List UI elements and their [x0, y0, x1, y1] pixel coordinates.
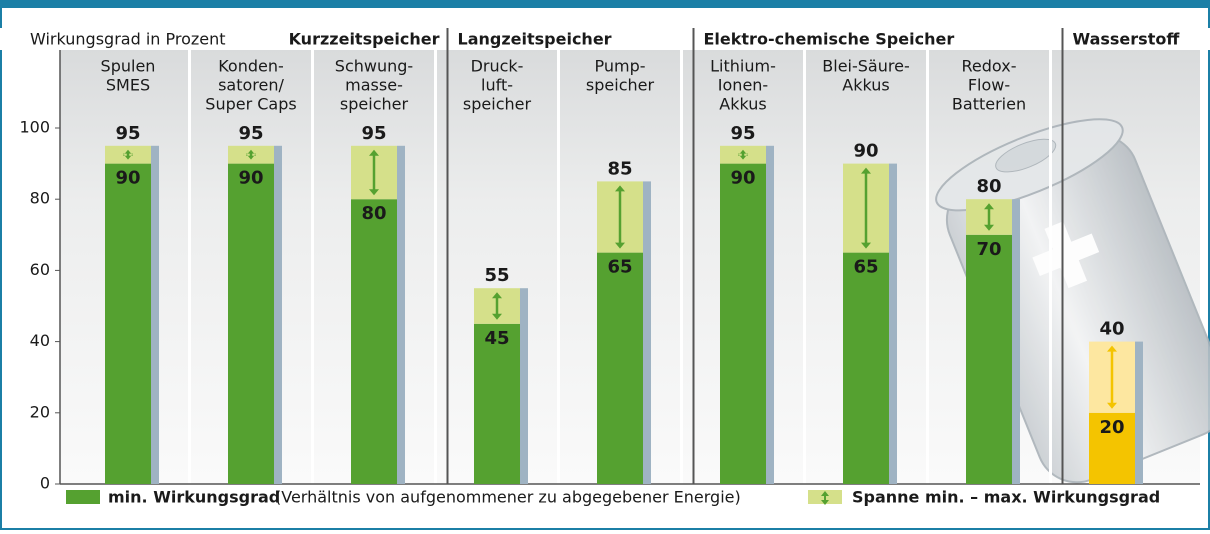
bar-shadow [151, 146, 159, 484]
max-label: 90 [853, 141, 878, 162]
x-tick-label: Pump- [594, 57, 645, 76]
group-label: Kurzzeitspeicher [289, 30, 440, 49]
min-label: 20 [1099, 417, 1124, 438]
x-tick-label: Ionen- [718, 76, 768, 95]
bar-shadow [1135, 342, 1143, 484]
x-tick-label: Redox- [962, 57, 1017, 76]
x-tick-label: Blei-Säure- [822, 57, 909, 76]
min-label: 90 [115, 168, 140, 189]
bar-min [228, 164, 274, 484]
title-bar [0, 0, 1210, 8]
bar-shadow [643, 181, 651, 484]
chart: Kurzzeitspeicher Langzeitspeicher Elektro-… [0, 0, 1210, 530]
bar-shadow [520, 288, 528, 484]
bar-shadow [889, 164, 897, 484]
max-label: 85 [607, 158, 632, 179]
legend-label: min. Wirkungsgrad [108, 488, 280, 507]
max-label: 95 [361, 123, 386, 144]
y-tick-label: 80 [30, 189, 50, 208]
y-tick-label: 60 [30, 260, 50, 279]
group-label: Wasserstoff [1073, 30, 1181, 49]
y-tick-label: 100 [19, 118, 50, 137]
max-label: 80 [976, 176, 1001, 197]
group-label: Elektro-chemische Speicher [704, 30, 955, 49]
legend-swatch [66, 490, 100, 504]
x-tick-label: Akkus [719, 95, 766, 114]
x-tick-label: Batterien [952, 95, 1026, 114]
y-tick-label: 0 [40, 474, 50, 493]
x-tick-label: luft- [481, 76, 513, 95]
min-label: 90 [238, 168, 263, 189]
x-tick-label: Spulen [101, 57, 156, 76]
x-tick-label: speicher [463, 95, 532, 114]
x-tick-label: masse- [345, 76, 403, 95]
x-tick-label: Konden- [218, 57, 284, 76]
max-label: 55 [484, 265, 509, 286]
min-label: 90 [730, 168, 755, 189]
bar-min [105, 164, 151, 484]
bar-shadow [766, 146, 774, 484]
min-label: 65 [853, 257, 878, 278]
bar-shadow [397, 146, 405, 484]
bar-min [843, 253, 889, 484]
legend-note: (Verhältnis von aufgenommener zu abgegeb… [275, 488, 741, 507]
min-label: 70 [976, 239, 1001, 260]
bar-min [720, 164, 766, 484]
max-label: 95 [238, 123, 263, 144]
max-label: 95 [730, 123, 755, 144]
x-tick-label: satoren/ [218, 76, 284, 95]
x-tick-label: SMES [106, 76, 150, 95]
bar-shadow [1012, 199, 1020, 484]
bar-shadow [274, 146, 282, 484]
bar-min [597, 253, 643, 484]
x-tick-label: Schwung- [335, 57, 413, 76]
y-tick-label: 20 [30, 402, 50, 421]
x-tick-label: Lithium- [710, 57, 776, 76]
x-tick-label: Akkus [842, 76, 889, 95]
min-label: 65 [607, 257, 632, 278]
y-axis-label: Wirkungsgrad in Prozent [30, 30, 226, 49]
max-label: 95 [115, 123, 140, 144]
x-tick-label: speicher [586, 76, 655, 95]
x-tick-label: speicher [340, 95, 409, 114]
y-tick-label: 40 [30, 331, 50, 350]
x-tick-label: Druck- [471, 57, 524, 76]
max-label: 40 [1099, 319, 1124, 340]
min-label: 45 [484, 328, 509, 349]
x-tick-label: Super Caps [205, 95, 296, 114]
x-tick-label: Flow- [968, 76, 1010, 95]
bar-min [351, 199, 397, 484]
legend-label: Spanne min. – max. Wirkungsgrad [852, 488, 1160, 507]
bar-min [966, 235, 1012, 484]
min-label: 80 [361, 203, 386, 224]
group-label: Langzeitspeicher [458, 30, 612, 49]
